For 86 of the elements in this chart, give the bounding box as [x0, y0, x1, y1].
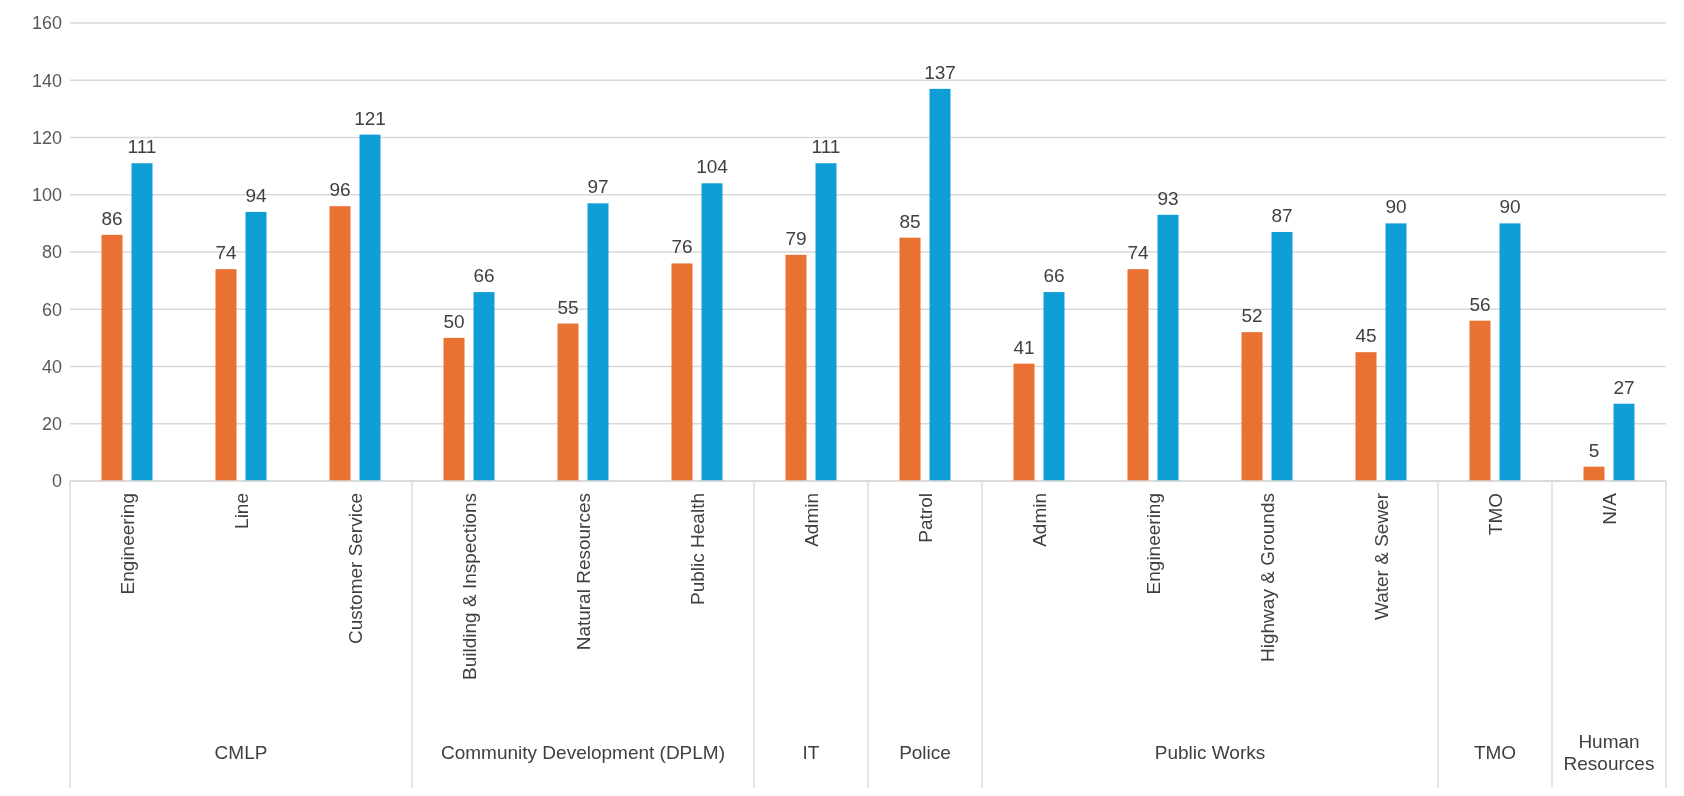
x-tick-label: Public Health: [686, 493, 708, 605]
data-label: 52: [1241, 305, 1263, 327]
text: IT: [802, 742, 820, 763]
y-tick-label: 20: [41, 414, 62, 435]
bar: [101, 234, 123, 481]
data-label: 74: [215, 242, 237, 264]
x-tick-label: Admin: [1028, 493, 1050, 547]
data-label: 5: [1588, 439, 1600, 461]
data-label: 66: [1043, 265, 1065, 287]
data-label: 121: [354, 107, 386, 129]
text: TMO: [1473, 742, 1517, 763]
bar: [1013, 363, 1035, 481]
x-tick-label: N/A: [1598, 492, 1620, 525]
data-label: 50: [443, 310, 465, 332]
y-tick-label: 140: [31, 70, 62, 91]
bar: [245, 211, 267, 481]
bar: [1043, 292, 1065, 481]
bar: [359, 134, 381, 481]
bar: [587, 203, 609, 481]
bar: [1271, 231, 1293, 481]
data-label: 96: [329, 179, 351, 201]
text: Human Resources: [1563, 731, 1655, 774]
bar: [1355, 352, 1377, 481]
data-label: 66: [473, 265, 495, 287]
y-tick-label: 80: [41, 242, 62, 263]
data-label: 90: [1499, 196, 1521, 218]
bar: [557, 323, 579, 481]
x-tick-label: Engineering: [116, 493, 138, 595]
data-label: 55: [557, 296, 579, 318]
bar: [1241, 332, 1263, 481]
data-label: 111: [127, 136, 157, 158]
y-tick-label: 40: [41, 356, 62, 377]
bar: [1127, 269, 1149, 481]
y-tick-label: 160: [31, 13, 62, 34]
bar: [1499, 223, 1521, 481]
y-tick-label: 60: [41, 299, 62, 320]
data-label: 104: [696, 156, 729, 178]
data-label: 56: [1469, 293, 1491, 315]
bar: [785, 254, 807, 481]
data-label: 27: [1613, 376, 1635, 398]
bar: [929, 88, 951, 481]
y-tick-label: 100: [31, 185, 62, 206]
bar: [701, 183, 723, 481]
data-label: 76: [671, 236, 693, 258]
x-tick-label: Engineering: [1142, 493, 1164, 595]
bar: [671, 263, 693, 481]
bar: [473, 292, 495, 481]
data-label: 85: [899, 210, 921, 232]
data-label: 74: [1127, 242, 1149, 264]
data-label: 45: [1355, 325, 1377, 347]
x-tick-label: Highway & Grounds: [1256, 493, 1278, 662]
x-tick-label: Water & Sewer: [1370, 492, 1392, 621]
x-tick-label: Admin: [800, 493, 822, 547]
bar: [815, 163, 837, 481]
x-tick-label: Natural Resources: [572, 493, 594, 651]
data-label: 93: [1157, 187, 1179, 209]
x-tick-label: Patrol: [914, 493, 936, 543]
bar: [1583, 466, 1605, 481]
data-label: 86: [101, 207, 123, 229]
bar: [899, 237, 921, 481]
bar: [1385, 223, 1407, 481]
text: Public Works: [1154, 742, 1266, 763]
data-label: 41: [1013, 336, 1035, 358]
bar: [131, 163, 153, 481]
y-tick-label: 0: [51, 471, 62, 492]
data-label: 94: [245, 184, 267, 206]
data-label: 97: [587, 176, 609, 198]
data-label: 79: [785, 227, 807, 249]
bar: [1613, 403, 1635, 481]
data-label: 87: [1271, 204, 1293, 226]
bar: [1157, 214, 1179, 481]
y-tick-label: 120: [31, 127, 62, 148]
x-tick-label: Customer Service: [344, 493, 366, 644]
bar: [1469, 320, 1491, 481]
text: Community Development (DPLM): [440, 742, 726, 763]
data-label: 111: [811, 136, 841, 158]
x-tick-label: TMO: [1484, 493, 1506, 536]
x-tick-label: Building & Inspections: [458, 493, 480, 680]
text: CMLP: [214, 742, 268, 763]
text: Police: [899, 742, 951, 763]
bar: [215, 269, 237, 481]
bar: [443, 337, 465, 481]
bar: [329, 206, 351, 481]
x-tick-label: Line: [230, 493, 252, 529]
data-label: 90: [1385, 196, 1407, 218]
data-label: 137: [924, 61, 956, 83]
